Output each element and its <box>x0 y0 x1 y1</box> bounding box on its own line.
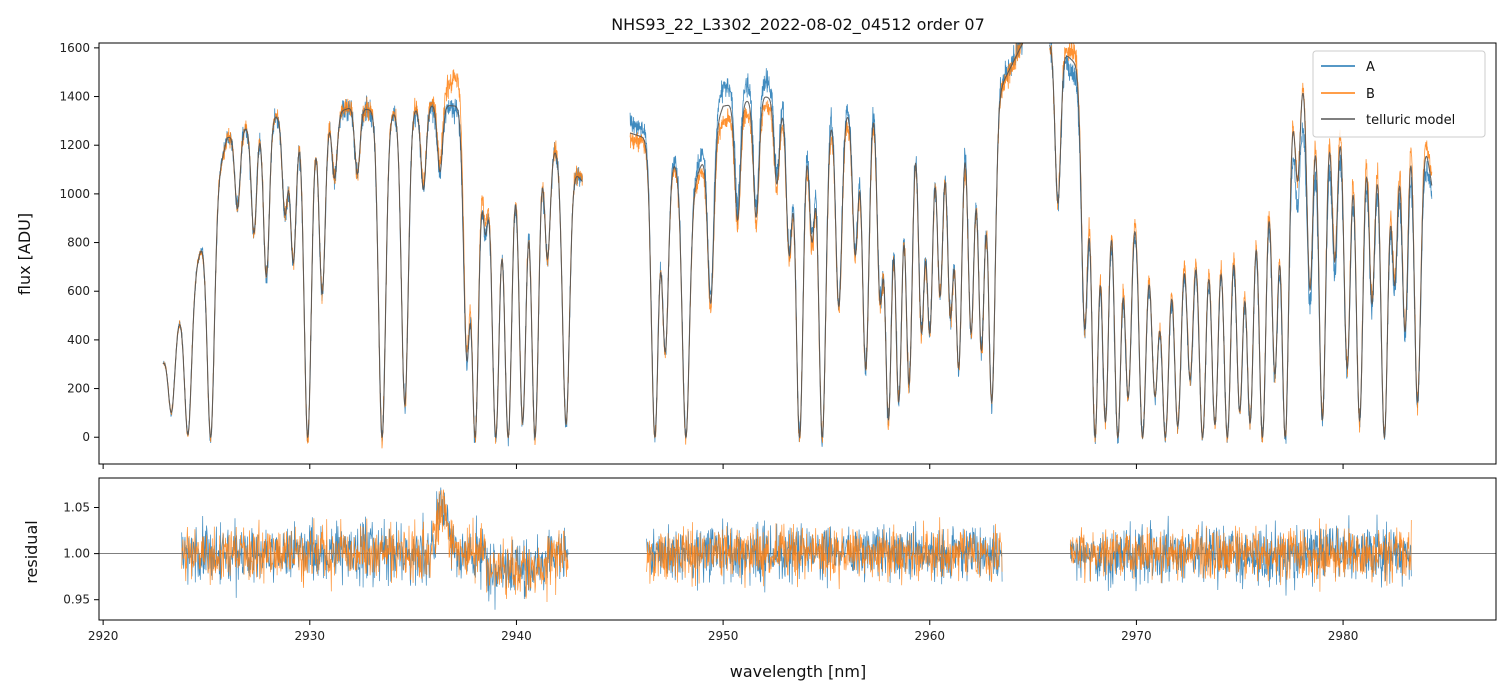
residual-series-group <box>99 487 1496 610</box>
legend-label-b: B <box>1366 87 1375 102</box>
main-y-tick-label: 800 <box>67 236 90 250</box>
residual-y-tick-label: 1.05 <box>63 501 90 515</box>
series-b-segment-1 <box>629 43 1024 445</box>
main-y-label: flux [ADU] <box>15 213 34 295</box>
main-panel: 0 200 400 600 800 1000 1200 1400 1600 flux [ADU]… <box>15 41 1497 469</box>
x-tick-label: 2980 <box>1328 629 1359 643</box>
residual-x-ticks: 2920 2930 2940 2950 2960 2970 2980 <box>88 620 1358 643</box>
residual-y-ticks: 0.95 1.00 1.05 <box>63 501 99 607</box>
residual-axes-frame <box>98 477 1497 621</box>
residual-y-label: residual <box>22 520 41 583</box>
main-y-tick-label: 1200 <box>59 138 90 152</box>
main-y-tick-label: 600 <box>67 284 90 298</box>
legend-label-model: telluric model <box>1366 113 1455 128</box>
residual-b-segment-1 <box>646 517 1003 590</box>
legend-box <box>1312 50 1486 138</box>
residual-b-segment-2 <box>1069 518 1412 592</box>
series-model-segment-2 <box>1049 44 1433 440</box>
series-a-segment-1 <box>629 43 1023 447</box>
main-axes-frame <box>98 42 1497 465</box>
x-tick-label: 2930 <box>295 629 326 643</box>
x-axis-label: wavelength [nm] <box>730 662 867 681</box>
residual-b-segment-0 <box>181 489 569 603</box>
series-model-segment-0 <box>162 105 583 439</box>
main-y-tick-label: 1600 <box>59 41 90 55</box>
x-tick-label: 2970 <box>1121 629 1152 643</box>
x-tick-label: 2940 <box>501 629 532 643</box>
residual-y-tick-label: 0.95 <box>63 593 90 607</box>
main-y-tick-label: 0 <box>82 430 90 444</box>
main-series-group <box>162 43 1433 449</box>
main-y-tick-label: 200 <box>67 382 90 396</box>
main-y-ticks: 0 200 400 600 800 1000 1200 1400 1600 <box>59 41 99 444</box>
main-y-tick-label: 1400 <box>59 90 90 104</box>
main-x-ticks <box>102 464 1344 469</box>
x-tick-label: 2960 <box>914 629 945 643</box>
residual-a-segment-1 <box>646 518 1003 593</box>
x-tick-label: 2920 <box>88 629 119 643</box>
x-tick-label: 2950 <box>708 629 739 643</box>
legend-label-a: A <box>1366 60 1375 75</box>
chart-title: NHS93_22_L3302_2022-08-02_04512 order 07 <box>611 15 985 35</box>
series-model-segment-1 <box>629 43 1024 439</box>
legend: A B telluric model <box>1312 50 1486 138</box>
residual-y-tick-label: 1.00 <box>63 547 90 561</box>
residual-panel: 0.95 1.00 1.05 2920 2930 2940 2950 2960 2970 298… <box>22 477 1497 681</box>
main-y-tick-label: 1000 <box>59 187 90 201</box>
main-y-tick-label: 400 <box>67 333 90 347</box>
